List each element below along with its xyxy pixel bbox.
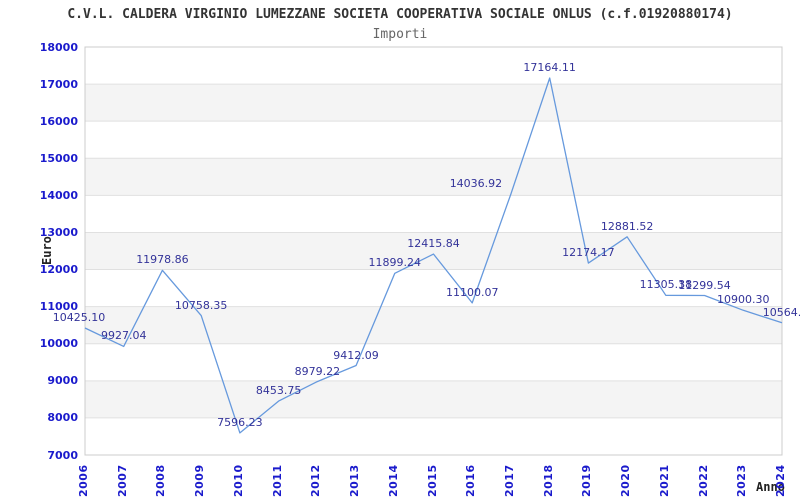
- x-tick-label: 2018: [541, 464, 555, 497]
- data-point-label: 10900.30: [717, 293, 770, 307]
- data-point-label: 12415.84: [407, 237, 460, 251]
- x-tick-label: 2021: [657, 464, 671, 497]
- grid-band: [85, 84, 782, 122]
- x-tick-label: 2012: [309, 464, 323, 497]
- y-tick-label: 9000: [47, 374, 78, 388]
- grid-band: [85, 158, 782, 196]
- x-tick-label: 2009: [193, 464, 207, 497]
- data-point-label: 11978.86: [136, 253, 189, 267]
- y-tick-label: 14000: [39, 188, 78, 202]
- data-point-label: 7596.23: [217, 415, 263, 429]
- data-point-label: 14036.92: [449, 176, 503, 190]
- data-point-label: 11305.38: [639, 278, 693, 292]
- x-axis-title: Anno: [756, 480, 785, 494]
- y-tick-label: 8000: [47, 411, 78, 425]
- x-tick-label: 2007: [115, 464, 129, 497]
- y-tick-label: 18000: [39, 40, 78, 54]
- chart-subtitle: Importi: [372, 27, 428, 42]
- x-tick-label: 2019: [580, 464, 594, 497]
- x-tick-label: 2013: [348, 464, 362, 497]
- data-point-label: 11100.07: [445, 285, 499, 299]
- y-tick-label: 15000: [39, 151, 78, 165]
- y-tick-label: 13000: [39, 225, 78, 239]
- data-series-line: [84, 77, 783, 434]
- plot-border: [84, 46, 783, 456]
- y-tick-label: 7000: [47, 448, 78, 462]
- data-point-label: 10758.35: [174, 298, 228, 312]
- data-point-label: 11299.54: [678, 278, 731, 292]
- x-tick-label: 2020: [619, 464, 633, 497]
- data-point-label: 11899.24: [368, 256, 422, 270]
- data-point-label: 10564.: [762, 305, 800, 319]
- data-point-label: 10425.10: [52, 310, 106, 324]
- x-tick-label: 2008: [154, 464, 168, 497]
- grid-band: [85, 306, 782, 344]
- data-point-label: 9412.09: [333, 348, 379, 362]
- data-point-label: 9927.04: [100, 329, 147, 343]
- x-tick-label: 2015: [425, 464, 439, 497]
- x-tick-label: 2023: [735, 464, 749, 497]
- y-tick-label: 11000: [39, 300, 78, 314]
- x-tick-label: 2010: [231, 464, 245, 497]
- x-tick-label: 2017: [502, 464, 516, 497]
- y-tick-label: 17000: [39, 77, 78, 91]
- data-point-label: 17164.11: [523, 61, 576, 74]
- x-tick-label: 2024: [774, 464, 787, 497]
- y-tick-label: 10000: [39, 337, 78, 351]
- grid-band: [85, 380, 782, 418]
- data-point-label: 12174.17: [562, 246, 615, 260]
- x-tick-label: 2022: [696, 464, 710, 497]
- data-point-label: 8979.22: [294, 364, 341, 378]
- x-tick-label: 2016: [464, 464, 478, 497]
- y-tick-label: 16000: [39, 114, 78, 128]
- data-point-label: 8453.75: [255, 384, 302, 398]
- chart-title: C.V.L. CALDERA VIRGINIO LUMEZZANE SOCIET…: [67, 7, 733, 22]
- x-tick-label: 2011: [270, 464, 284, 497]
- y-tick-label: 12000: [39, 263, 78, 277]
- grid-band: [85, 232, 782, 270]
- x-tick-label: 2006: [77, 464, 90, 497]
- data-point-label: 12881.52: [600, 219, 654, 233]
- x-tick-label: 2014: [386, 464, 400, 497]
